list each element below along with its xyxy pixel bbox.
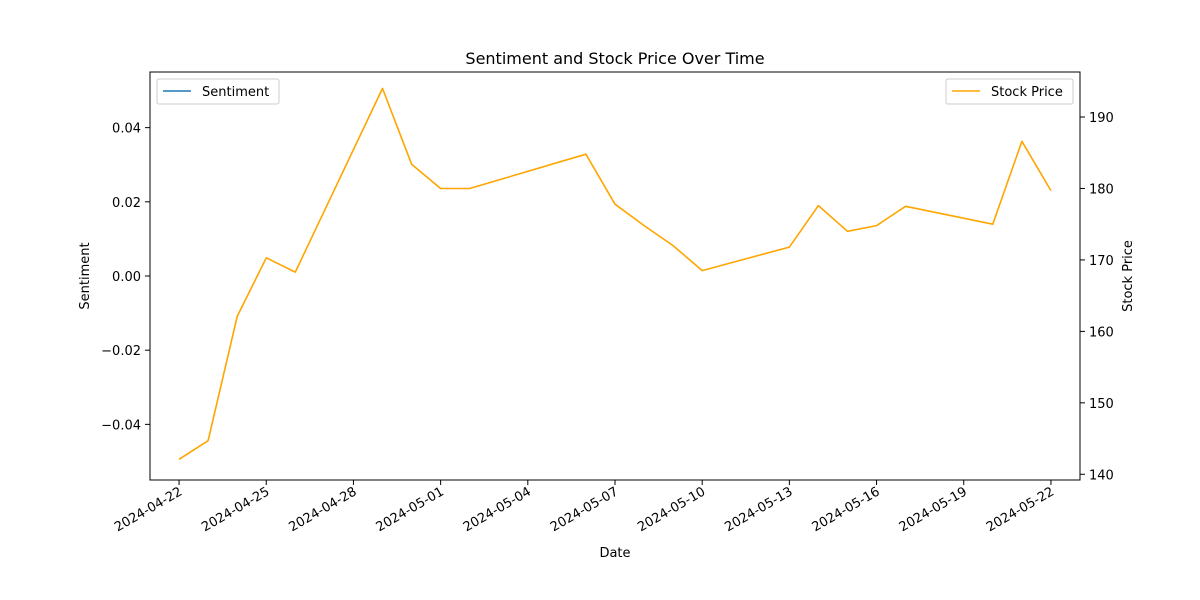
x-tick-label: 2024-05-04 — [461, 484, 534, 535]
x-tick-label: 2024-05-07 — [548, 484, 621, 535]
legend-left: Sentiment — [156, 78, 280, 105]
legend-right: Stock Price — [945, 78, 1074, 105]
legend-left-frame — [156, 78, 280, 105]
right-y-tick-label: 150 — [1089, 397, 1114, 412]
x-axis-title: Date — [599, 546, 630, 561]
x-tick-label: 2024-05-22 — [984, 484, 1057, 535]
x-tick-label: 2024-05-13 — [722, 484, 795, 535]
legend-label-stock-price: Stock Price — [991, 85, 1063, 100]
x-tick-label: 2024-04-25 — [199, 484, 272, 535]
x-tick-label: 2024-05-01 — [374, 484, 447, 535]
x-tick-label: 2024-05-16 — [810, 484, 883, 535]
left-y-tick-label: 0.02 — [112, 196, 141, 211]
x-tick-label: 2024-05-10 — [635, 484, 708, 535]
chart-title: Sentiment and Stock Price Over Time — [465, 49, 764, 68]
right-y-tick-label: 170 — [1089, 254, 1114, 269]
x-tick-label: 2024-04-22 — [112, 484, 185, 535]
x-axis: 2024-04-22 2024-04-25 2024-04-28 2024-05-01… — [112, 480, 1057, 535]
legend-label-sentiment: Sentiment — [202, 85, 269, 100]
right-y-axis-title: Stock Price — [1121, 240, 1136, 312]
left-y-tick-label: 0.04 — [112, 122, 141, 137]
left-y-axis: −0.04 −0.02 0.00 0.02 0.04 — [101, 122, 150, 433]
right-y-tick-label: 160 — [1089, 325, 1114, 340]
x-tick-label: 2024-05-19 — [897, 484, 970, 535]
right-y-axis: 140 150 160 170 180 190 — [1080, 111, 1114, 483]
left-y-axis-title: Sentiment — [78, 242, 93, 309]
left-y-tick-label: −0.04 — [101, 418, 141, 433]
right-y-tick-label: 180 — [1089, 182, 1114, 197]
stock-price-line — [178, 87, 1052, 460]
left-y-tick-label: −0.02 — [101, 344, 141, 359]
legend-right-frame — [945, 78, 1074, 105]
plot-area — [149, 71, 1081, 481]
right-y-tick-label: 140 — [1089, 468, 1114, 483]
stock-price-series — [178, 87, 1052, 460]
x-tick-label: 2024-04-28 — [286, 484, 359, 535]
left-y-tick-label: 0.00 — [112, 270, 141, 285]
right-y-tick-label: 190 — [1089, 111, 1114, 126]
